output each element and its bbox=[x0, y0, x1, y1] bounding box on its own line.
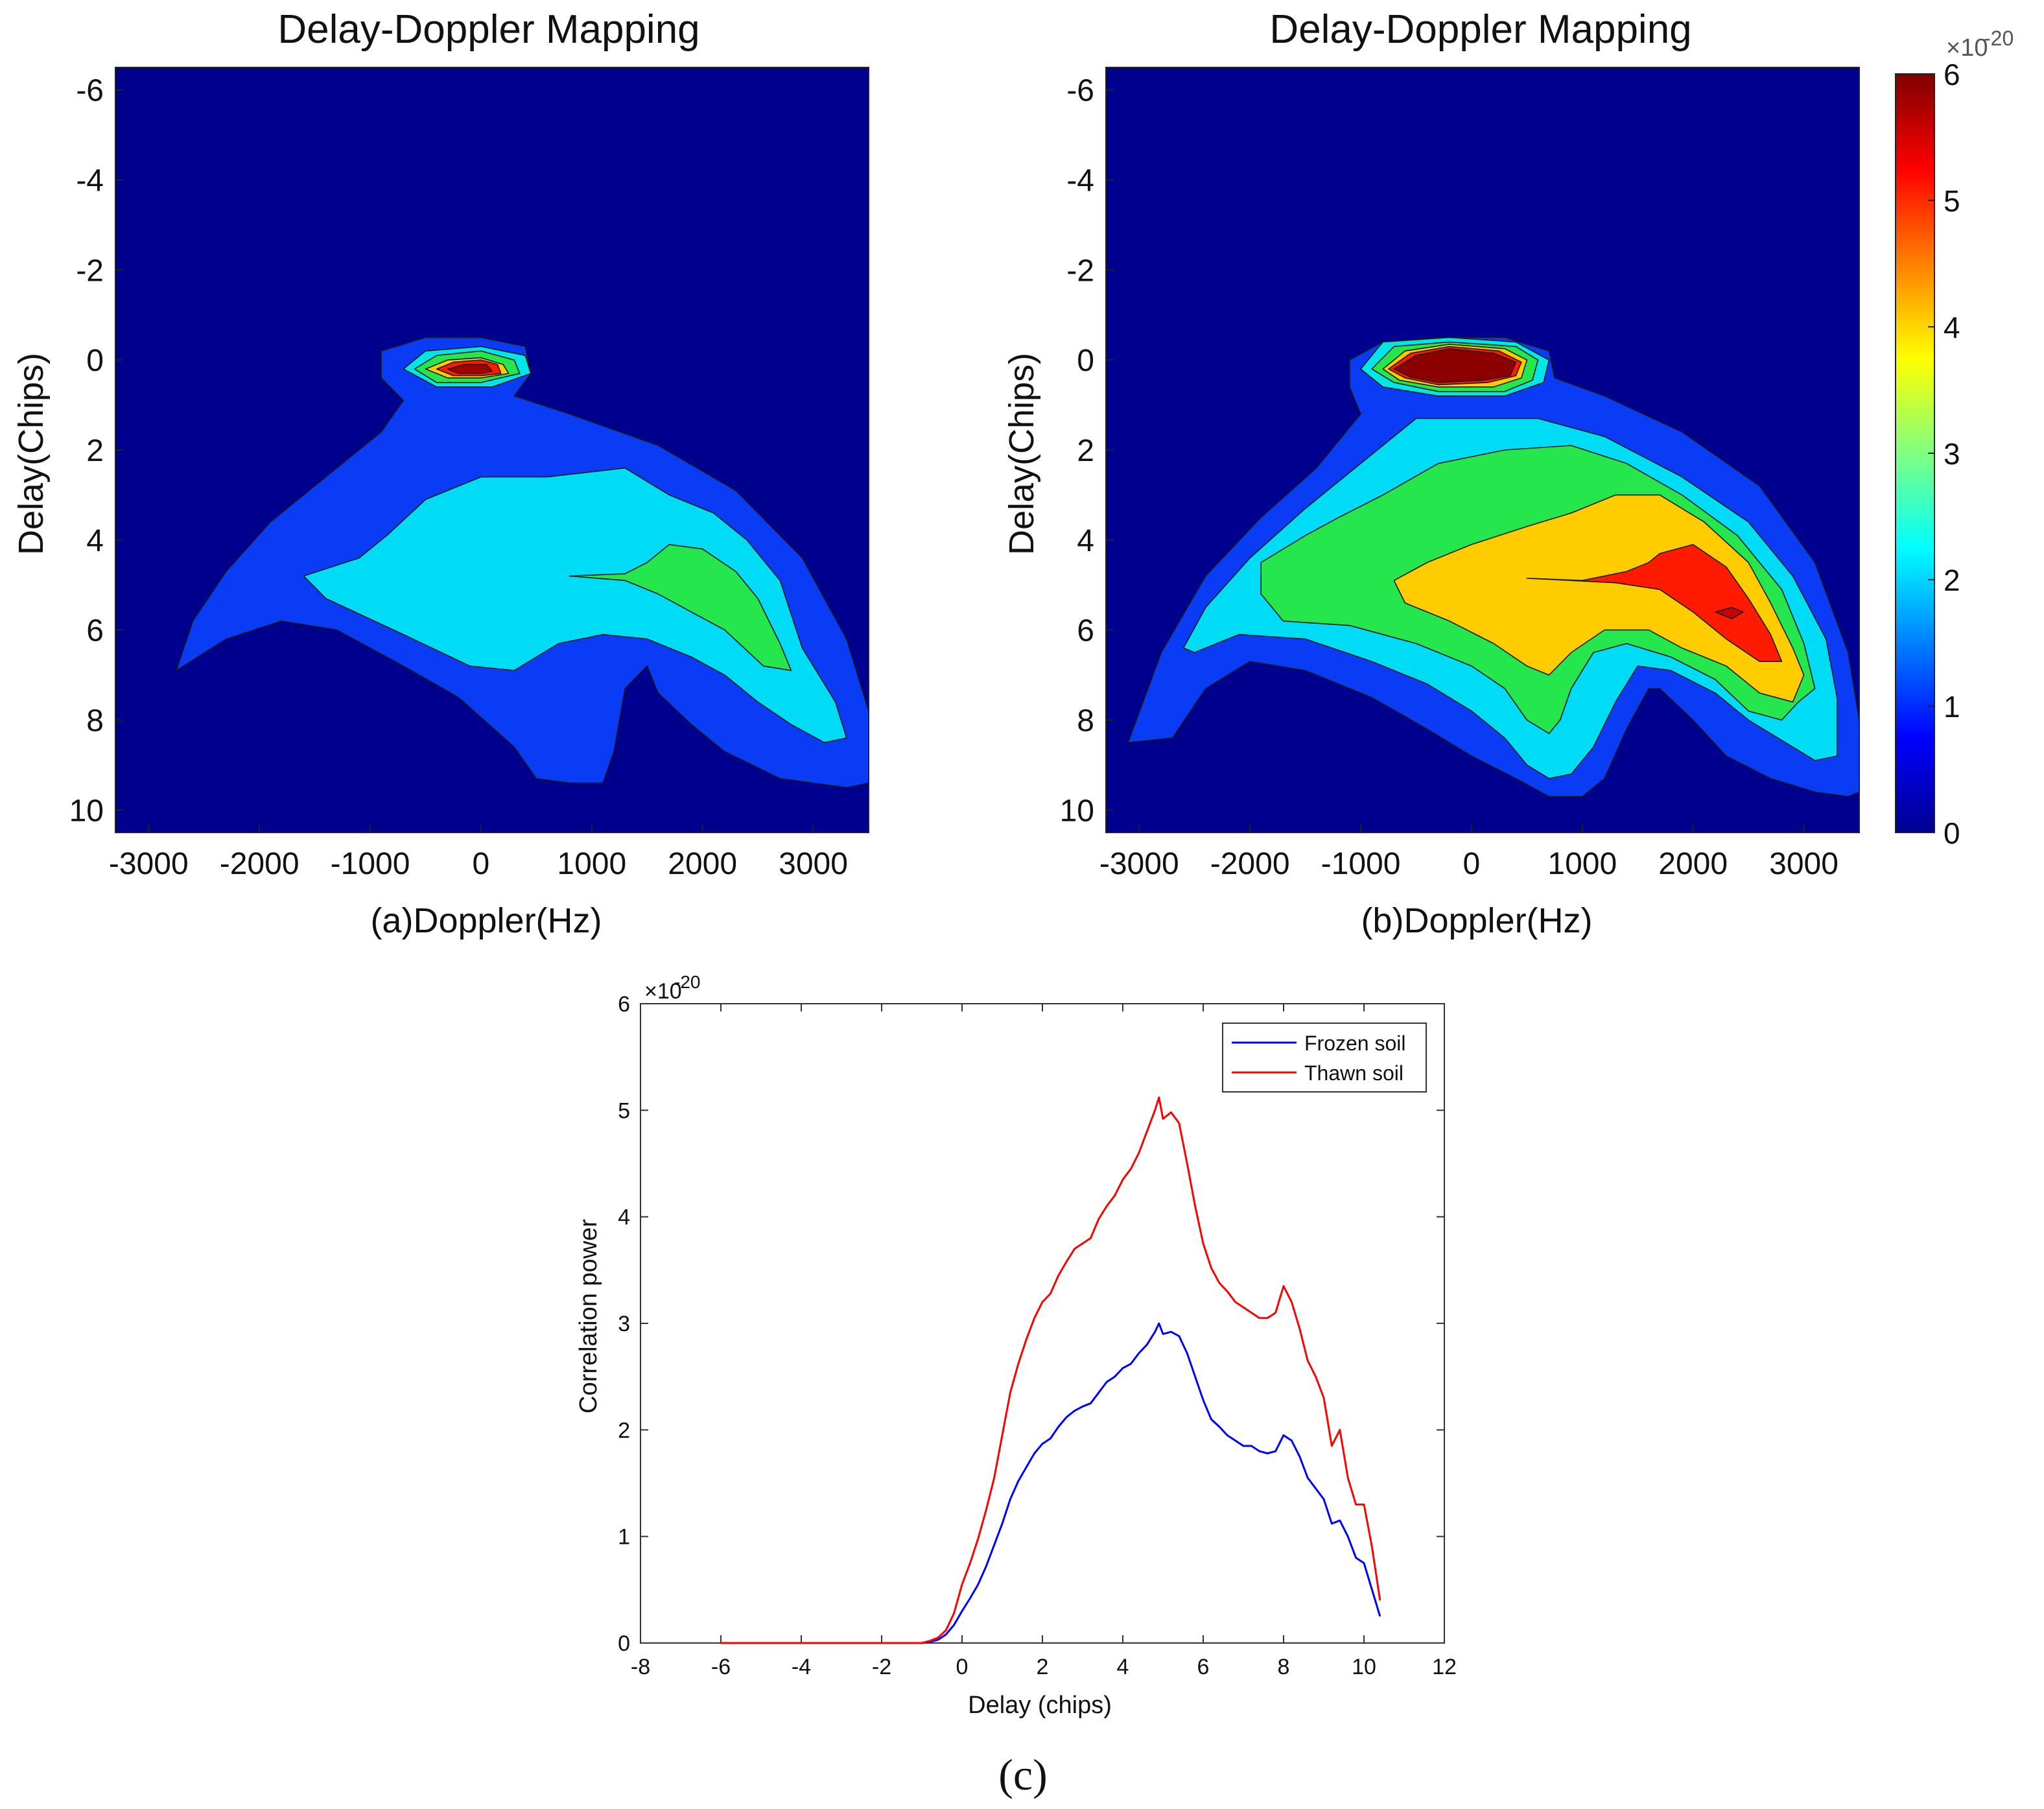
panel-a-ytick-label: 8 bbox=[86, 704, 104, 738]
panel-b-contour-level-5-8-region-10 bbox=[1393, 348, 1517, 383]
panel-a-xlabel: (a)Doppler(Hz) bbox=[370, 901, 602, 940]
panel-a-xtick-label: -3000 bbox=[109, 847, 189, 881]
panel-c-xtick-label: 6 bbox=[1197, 1655, 1210, 1679]
panel-a-plot-area: -3000 -2000 -1000 0 1000 2000 3000 -6 -4 -2 0 2 4 6 8 1… bbox=[69, 67, 869, 881]
panel-a-xtick-label: 1000 bbox=[557, 847, 626, 881]
panel-b-xtick-label: -2000 bbox=[1210, 847, 1290, 881]
colorbar-tick-label: 1 bbox=[1944, 690, 1960, 724]
panel-c-xtick-label: 0 bbox=[956, 1655, 969, 1679]
panel-c-ytick-label: 1 bbox=[618, 1525, 630, 1550]
panel-b-plot-area: -3000 -2000 -1000 0 1000 2000 3000 -6 -4 -2 0 2 4 6 8 1… bbox=[1060, 67, 1860, 881]
panel-b-xtick-label: -1000 bbox=[1321, 847, 1401, 881]
panel-a-ylabel: Delay(Chips) bbox=[12, 353, 51, 555]
panel-c-ytick-label: 5 bbox=[618, 1098, 630, 1123]
panel-c-ytick-label: 4 bbox=[618, 1205, 630, 1230]
colorbar-tick-label: 2 bbox=[1944, 563, 1960, 597]
panel-b-ylabel: Delay(Chips) bbox=[1002, 353, 1041, 555]
panel-c-xtick-label: -8 bbox=[631, 1655, 650, 1679]
panel-b-xtick-label: 0 bbox=[1463, 847, 1481, 881]
panel-c-xtick-label: 2 bbox=[1037, 1655, 1049, 1679]
panel-b-title: Delay-Doppler Mapping bbox=[1269, 7, 1691, 52]
panel-c-ytick-label: 6 bbox=[618, 992, 630, 1017]
panel-a: Delay-Doppler Mapping -3000 -2000 -1000 0 10… bbox=[12, 7, 869, 940]
panel-c-ytick-label: 3 bbox=[618, 1312, 630, 1336]
colorbar: 0 1 2 3 4 5 6×10-20 bbox=[1895, 27, 2014, 850]
panel-b-contour-level-5-region-4 bbox=[1526, 543, 1783, 663]
panel-b: Delay-Doppler Mapping -3000 -2000 -1000 0 10… bbox=[1002, 7, 2014, 940]
panel-b-xtick-label: -3000 bbox=[1099, 847, 1179, 881]
panel-c-xtick-label: -4 bbox=[792, 1655, 811, 1679]
panel-c-xtick-label: 4 bbox=[1117, 1655, 1129, 1679]
panel-b-ytick-label: -4 bbox=[1066, 164, 1094, 198]
panel-c-xlabel: Delay (chips) bbox=[968, 1692, 1112, 1719]
colorbar-tick-label: 5 bbox=[1944, 184, 1960, 218]
colorbar-tick-label: 3 bbox=[1944, 437, 1960, 471]
panel-a-contour-level-1-5-region-1 bbox=[303, 467, 847, 743]
panel-a-contour-level-2-5-region-2 bbox=[569, 543, 792, 671]
panel-a-ytick-label: 0 bbox=[86, 344, 104, 378]
panel-c-xtick-label: -6 bbox=[711, 1655, 731, 1679]
panel-b-ytick-label: -2 bbox=[1066, 254, 1094, 288]
panel-c-caption: (c) bbox=[998, 1750, 1047, 1799]
panel-c-legend-box bbox=[1222, 1023, 1427, 1093]
panel-b-contour-level-4-region-3 bbox=[1393, 494, 1805, 703]
panel-b-xtick-label: 2000 bbox=[1658, 847, 1728, 881]
panel-c-xtick-label: 10 bbox=[1352, 1655, 1376, 1679]
panel-c-xtick-label: -2 bbox=[872, 1655, 891, 1679]
panel-b-ytick-label: 10 bbox=[1060, 794, 1094, 828]
panel-c-legend-label: Frozen soil bbox=[1304, 1032, 1406, 1055]
panel-c-exponent-power: -20 bbox=[674, 972, 700, 992]
panel-c-axes-frame bbox=[640, 1003, 1445, 1644]
panel-a-xtick-label: 3000 bbox=[779, 847, 848, 881]
panel-a-xtick-label: 0 bbox=[473, 847, 490, 881]
colorbar-tick-label: 0 bbox=[1944, 816, 1960, 850]
panel-a-ytick-label: 4 bbox=[86, 524, 104, 558]
panel-c-ylabel: Correlation power bbox=[575, 1219, 602, 1413]
colorbar-tick-label: 4 bbox=[1944, 311, 1960, 344]
panel-b-ytick-label: 0 bbox=[1077, 344, 1094, 378]
panel-b-xlabel: (b)Doppler(Hz) bbox=[1361, 901, 1592, 940]
panel-a-xtick-label: -2000 bbox=[220, 847, 300, 881]
panel-b-ytick-label: -6 bbox=[1066, 74, 1094, 108]
panel-c-exponent-base: ×10 bbox=[644, 979, 682, 1004]
panel-b-ytick-label: 2 bbox=[1077, 434, 1094, 468]
panel-c-series-line-frozen-soil bbox=[721, 1322, 1381, 1644]
panel-a-ytick-label: -6 bbox=[76, 74, 104, 108]
colorbar-tick-label: 6 bbox=[1944, 58, 1960, 91]
panel-a-ytick-label: 6 bbox=[86, 614, 104, 648]
panel-a-xtick-label: -1000 bbox=[331, 847, 410, 881]
panel-a-ytick-label: -2 bbox=[76, 254, 104, 288]
panel-b-ytick-label: 6 bbox=[1077, 614, 1094, 648]
panel-c-ytick-label: 2 bbox=[618, 1418, 630, 1443]
panel-a-ytick-label: 2 bbox=[86, 434, 104, 468]
panel-b-xtick-label: 3000 bbox=[1769, 847, 1838, 881]
colorbar-exponent-power: -20 bbox=[1984, 27, 2014, 50]
panel-a-title: Delay-Doppler Mapping bbox=[277, 7, 699, 52]
panel-b-ytick-label: 8 bbox=[1077, 704, 1094, 738]
panel-a-ytick-label: -4 bbox=[76, 164, 104, 198]
panel-a-ytick-label: 10 bbox=[69, 794, 104, 828]
panel-a-contour-level-5-8-region-7 bbox=[447, 364, 493, 374]
panel-c-series-line-thawn-soil bbox=[721, 1096, 1381, 1644]
panel-c-ytick-label: 0 bbox=[618, 1631, 630, 1656]
panel-b-xtick-label: 1000 bbox=[1547, 847, 1617, 881]
panel-c-xtick-label: 8 bbox=[1278, 1655, 1290, 1679]
panel-c-xtick-label: 12 bbox=[1432, 1655, 1457, 1679]
panel-c-legend-label: Thawn soil bbox=[1304, 1061, 1404, 1085]
panel-b-contour-level-5-5-region-5 bbox=[1715, 607, 1744, 620]
colorbar-exponent-base: ×10 bbox=[1946, 34, 1988, 62]
panel-a-xtick-label: 2000 bbox=[668, 847, 737, 881]
panel-b-ytick-label: 4 bbox=[1077, 524, 1094, 558]
